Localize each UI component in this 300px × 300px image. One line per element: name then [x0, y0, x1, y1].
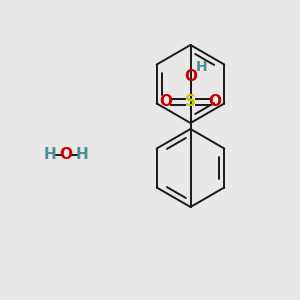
Text: O: O [59, 147, 73, 162]
Text: O: O [159, 94, 172, 110]
Text: H: H [75, 147, 88, 162]
Text: H: H [44, 147, 57, 162]
Text: S: S [185, 94, 196, 110]
Text: O: O [208, 94, 222, 110]
Text: H: H [196, 60, 208, 74]
Text: O: O [184, 69, 197, 84]
